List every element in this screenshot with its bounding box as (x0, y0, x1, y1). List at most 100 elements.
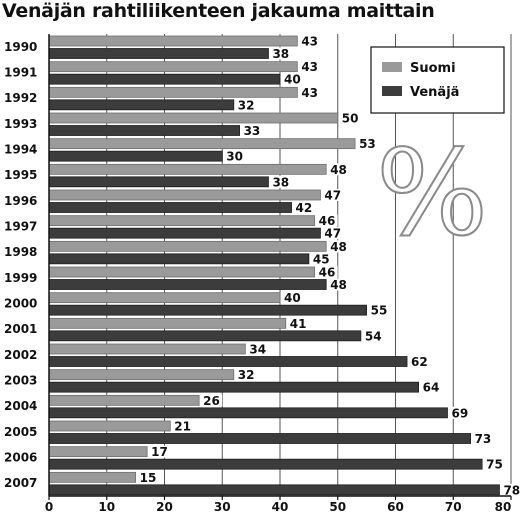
bar-venj-2006 (48, 458, 483, 470)
bar-suomi-2000 (48, 292, 281, 304)
year-label-1997: 1997 (4, 220, 37, 234)
value-label-bg-1-2000 (368, 304, 390, 317)
value-label-bg-1-1993 (241, 124, 263, 137)
bar-suomi-1999 (48, 266, 316, 278)
x-tick-label-60: 60 (387, 500, 404, 514)
year-label-1990: 1990 (4, 40, 37, 54)
bar-venj-1994 (48, 150, 223, 162)
year-label-1993: 1993 (4, 117, 37, 131)
value-label-venj-1998: 45 (313, 252, 330, 266)
bar-venj-2001 (48, 330, 362, 342)
x-tick-label-40: 40 (272, 500, 289, 514)
bar-venj-2000 (48, 304, 368, 316)
value-label-bg-1-1994 (224, 150, 246, 163)
year-labels: 1990 1991 1992 1993 1994 1995 1996 1997 1998 1999… (4, 40, 37, 490)
bar-venj-1993 (48, 125, 240, 136)
bar-suomi-2005 (48, 420, 171, 432)
value-label-bg-1-1997 (322, 227, 344, 240)
value-label-suomi-2004: 26 (203, 394, 220, 408)
bar-suomi-2002 (48, 343, 246, 355)
value-label-bg-0-2003 (235, 368, 257, 381)
value-label-venj-2006: 75 (486, 458, 503, 472)
value-label-bg-1-2001 (362, 329, 384, 342)
bar-suomi-1995 (48, 163, 327, 175)
value-label-bg-1-1998 (310, 252, 332, 265)
year-label-2004: 2004 (4, 399, 37, 413)
year-label-2005: 2005 (4, 425, 37, 439)
x-tick-label-0: 0 (45, 500, 53, 514)
bar-venj-1998 (48, 253, 310, 265)
value-label-suomi-2005: 21 (174, 420, 191, 434)
value-label-suomi-1999: 46 (319, 266, 336, 280)
year-label-1998: 1998 (4, 245, 37, 259)
value-label-bg-0-1997 (316, 214, 338, 227)
value-label-bg-0-1998 (328, 240, 350, 253)
value-label-bg-1-2003 (420, 381, 442, 394)
bar-venj-1997 (48, 227, 321, 239)
value-label-bg-0-1995 (328, 163, 350, 176)
value-label-venj-1995: 38 (272, 175, 289, 189)
x-tick-label-10: 10 (98, 500, 115, 514)
value-label-suomi-2001: 41 (290, 317, 307, 331)
value-label-suomi-1994: 53 (359, 137, 376, 151)
x-tick-label-70: 70 (445, 500, 462, 514)
value-label-bg-0-2004 (201, 394, 223, 407)
value-label-venj-1990: 38 (272, 47, 289, 61)
value-label-venj-2002: 62 (411, 355, 428, 369)
value-label-bg-1-2004 (449, 406, 471, 419)
bar-suomi-1998 (48, 240, 327, 252)
year-label-1999: 1999 (4, 271, 37, 285)
bar-suomi-1993 (48, 112, 339, 124)
x-tick-label-80: 80 (495, 500, 512, 514)
bar-suomi-2007 (48, 471, 137, 483)
bar-venj-2004 (48, 407, 448, 419)
value-label-venj-2005: 73 (475, 432, 492, 446)
legend-box (370, 46, 505, 114)
value-label-bg-1-2007 (501, 483, 519, 496)
bar-suomi-1994 (48, 138, 356, 150)
bar-venj-1992 (48, 99, 235, 111)
bar-venj-1999 (48, 279, 327, 290)
value-label-venj-2000: 55 (371, 304, 388, 318)
bar-suomi-1996 (48, 189, 321, 201)
value-labels: 4338434043325033533048384742464748454648… (137, 35, 520, 497)
bar-venj-2007 (48, 484, 500, 496)
value-label-bg-0-1992 (299, 86, 321, 99)
bar-venj-1990 (48, 48, 269, 59)
percent-watermark: % (376, 124, 488, 262)
value-label-venj-1994: 30 (226, 150, 243, 164)
chart-title: Venäjän rahtiliikenteen jakauma maittain (2, 0, 435, 22)
bar-venj-1996 (48, 202, 292, 213)
year-label-2007: 2007 (4, 476, 37, 490)
bar-venj-2005 (48, 433, 471, 444)
value-label-suomi-2002: 34 (249, 343, 266, 357)
bar-suomi-2001 (48, 317, 287, 329)
x-tick-label-50: 50 (329, 500, 346, 514)
value-label-suomi-1991: 43 (301, 60, 318, 74)
value-label-bg-0-2007 (137, 471, 159, 484)
value-label-suomi-2006: 17 (151, 445, 168, 459)
value-label-bg-1-2005 (472, 432, 494, 445)
year-label-1995: 1995 (4, 168, 37, 182)
value-label-venj-1996: 42 (296, 201, 313, 215)
value-label-venj-2001: 54 (365, 329, 382, 343)
bar-venj-2003 (48, 381, 420, 393)
value-label-venj-2007: 78 (503, 483, 520, 497)
value-label-suomi-1998: 48 (330, 240, 347, 254)
year-label-1996: 1996 (4, 194, 37, 208)
value-label-bg-0-2001 (287, 317, 309, 330)
value-label-suomi-2000: 40 (284, 291, 301, 305)
year-label-1991: 1991 (4, 66, 37, 80)
value-label-suomi-2003: 32 (238, 368, 255, 382)
value-label-bg-0-1991 (299, 60, 321, 73)
value-label-bg-0-1999 (316, 266, 338, 278)
value-label-suomi-1996: 47 (324, 189, 341, 203)
value-label-bg-0-1996 (322, 189, 344, 201)
year-label-1992: 1992 (4, 91, 37, 105)
bar-venj-1995 (48, 176, 269, 188)
value-label-venj-1997: 47 (324, 227, 341, 241)
value-label-suomi-1990: 43 (301, 35, 318, 49)
bars (48, 35, 500, 496)
value-label-suomi-1993: 50 (342, 112, 359, 126)
